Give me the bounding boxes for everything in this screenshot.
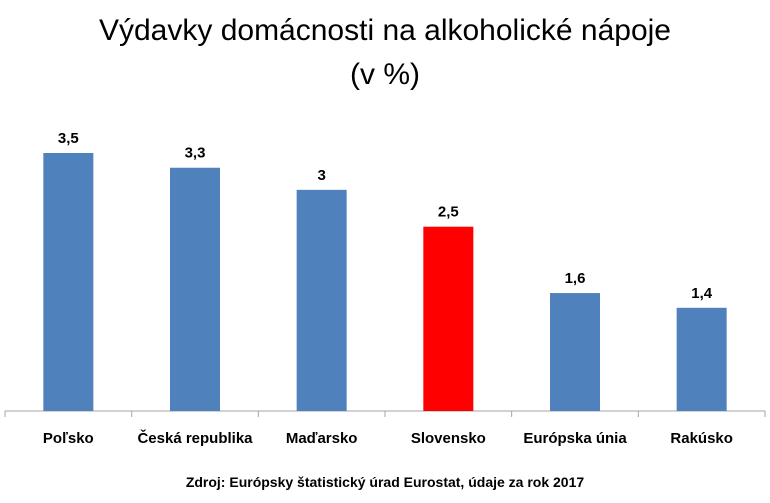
bar bbox=[676, 307, 727, 411]
x-tick-label: Maďarsko bbox=[286, 430, 358, 447]
bar bbox=[550, 293, 600, 411]
chart-title: Výdavky domácnosti na alkoholické nápoje bbox=[98, 14, 671, 47]
source-note: Zdroj: Európsky štatistický úrad Eurosta… bbox=[185, 474, 585, 490]
data-label: 3 bbox=[317, 167, 325, 184]
bar bbox=[296, 189, 347, 411]
chart-subtitle: (v %) bbox=[350, 58, 420, 91]
x-tick-label: Poľsko bbox=[43, 430, 94, 447]
bar bbox=[423, 226, 474, 411]
x-tick-label: Európska únia bbox=[523, 430, 627, 447]
bar bbox=[43, 153, 94, 411]
bar bbox=[170, 167, 220, 411]
data-label: 2,5 bbox=[438, 204, 459, 221]
data-label: 3,5 bbox=[58, 130, 79, 147]
x-tick-label: Slovensko bbox=[411, 430, 486, 447]
data-label: 3,3 bbox=[185, 145, 206, 162]
data-label: 1,4 bbox=[691, 285, 713, 302]
x-tick-label: Rakúsko bbox=[670, 430, 733, 447]
data-label: 1,6 bbox=[565, 270, 586, 287]
x-tick-label: Česká republika bbox=[137, 429, 253, 447]
